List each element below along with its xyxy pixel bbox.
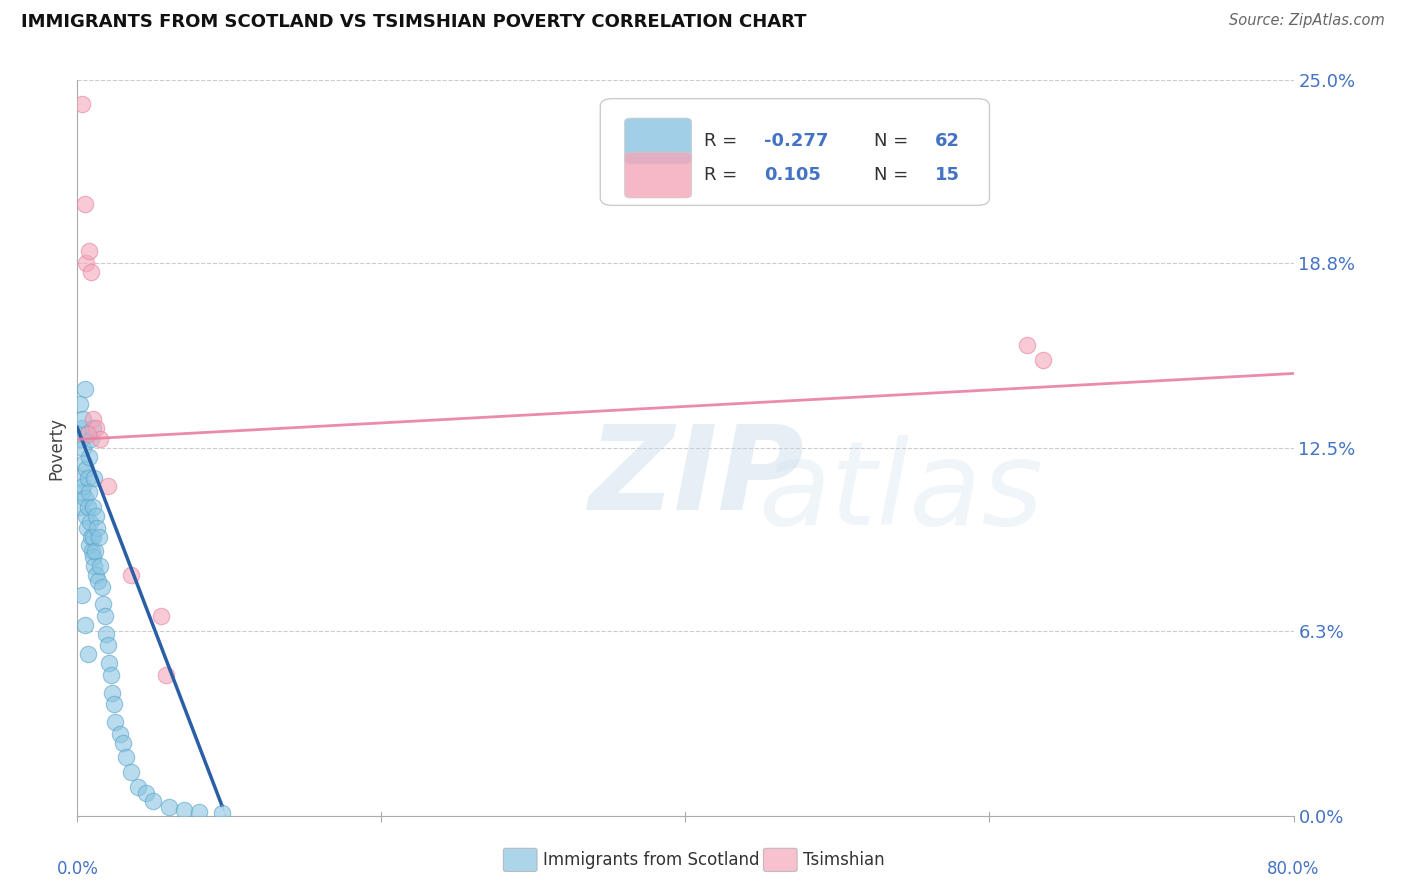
Point [82, 420, 104, 434]
Point [87, 574, 110, 588]
Point [75, 256, 97, 270]
Point [89, 433, 111, 447]
Point [149, 609, 172, 624]
Text: R =: R = [703, 166, 742, 184]
Point [80, 433, 103, 447]
Text: 80.0%: 80.0% [1267, 860, 1320, 879]
Point [83, 470, 105, 484]
Point [77, 470, 100, 484]
Point [111, 735, 134, 749]
Text: 0.105: 0.105 [765, 166, 821, 184]
Point [142, 795, 165, 809]
Point [188, 805, 211, 819]
Point [97, 479, 120, 493]
Point [103, 698, 125, 712]
Point [89, 558, 111, 574]
Point [70, 433, 93, 447]
Point [79, 485, 101, 500]
Point [77, 426, 100, 441]
Point [79, 450, 101, 464]
Point [211, 806, 233, 821]
Point [73, 456, 96, 470]
Point [73, 491, 96, 506]
Point [72, 479, 94, 493]
Point [73, 197, 96, 211]
Point [157, 800, 180, 814]
Point [96, 626, 118, 640]
Text: Tsimshian: Tsimshian [803, 851, 884, 869]
Point [67, 470, 90, 484]
Point [69, 397, 91, 411]
Text: R =: R = [703, 132, 742, 150]
Point [120, 765, 142, 780]
Point [135, 786, 157, 800]
Text: IMMIGRANTS FROM SCOTLAND VS TSIMSHIAN POVERTY CORRELATION CHART: IMMIGRANTS FROM SCOTLAND VS TSIMSHIAN PO… [21, 13, 807, 31]
Point [75, 462, 97, 476]
FancyBboxPatch shape [624, 118, 692, 164]
Point [173, 803, 195, 817]
Text: atlas: atlas [758, 435, 1043, 549]
Text: 0.0%: 0.0% [56, 860, 98, 879]
Point [75, 508, 97, 523]
Text: N =: N = [875, 166, 914, 184]
Point [72, 442, 94, 455]
Point [76, 521, 98, 535]
Point [100, 668, 122, 682]
Point [82, 530, 104, 544]
Point [120, 567, 142, 582]
Point [84, 420, 107, 434]
Point [101, 685, 124, 699]
Point [75, 426, 97, 441]
Point [90, 580, 112, 594]
Point [91, 597, 114, 611]
Point [93, 609, 115, 624]
Point [155, 668, 177, 682]
Point [84, 567, 107, 582]
Point [82, 550, 104, 565]
Text: 15: 15 [935, 166, 960, 184]
Point [86, 521, 108, 535]
Point [97, 639, 120, 653]
Point [98, 656, 121, 670]
Point [83, 558, 105, 574]
Point [104, 714, 127, 729]
Point [70, 485, 93, 500]
Point [1017, 338, 1039, 352]
Text: N =: N = [875, 132, 914, 150]
Point [84, 508, 107, 523]
Y-axis label: Poverty: Poverty [48, 417, 66, 480]
Point [80, 264, 103, 278]
Point [80, 544, 103, 558]
Text: -0.277: -0.277 [765, 132, 830, 150]
Point [77, 538, 100, 552]
Point [115, 750, 138, 764]
Point [79, 515, 101, 529]
Point [69, 500, 91, 514]
Point [77, 648, 100, 662]
Point [80, 530, 103, 544]
Point [79, 244, 101, 258]
Point [82, 412, 104, 426]
Point [73, 617, 96, 632]
Point [70, 96, 93, 111]
FancyBboxPatch shape [624, 153, 692, 198]
Point [82, 500, 104, 514]
Point [70, 420, 93, 434]
FancyBboxPatch shape [600, 99, 990, 205]
Point [77, 500, 100, 514]
Text: Immigrants from Scotland: Immigrants from Scotland [543, 851, 759, 869]
Point [108, 727, 131, 741]
Text: ZIP: ZIP [588, 420, 804, 535]
Point [127, 780, 149, 794]
Text: Source: ZipAtlas.com: Source: ZipAtlas.com [1229, 13, 1385, 29]
Point [72, 412, 94, 426]
Text: 62: 62 [935, 132, 960, 150]
Point [83, 544, 105, 558]
Point [87, 530, 110, 544]
Point [73, 382, 96, 396]
Point [70, 589, 93, 603]
Point [1032, 353, 1054, 368]
